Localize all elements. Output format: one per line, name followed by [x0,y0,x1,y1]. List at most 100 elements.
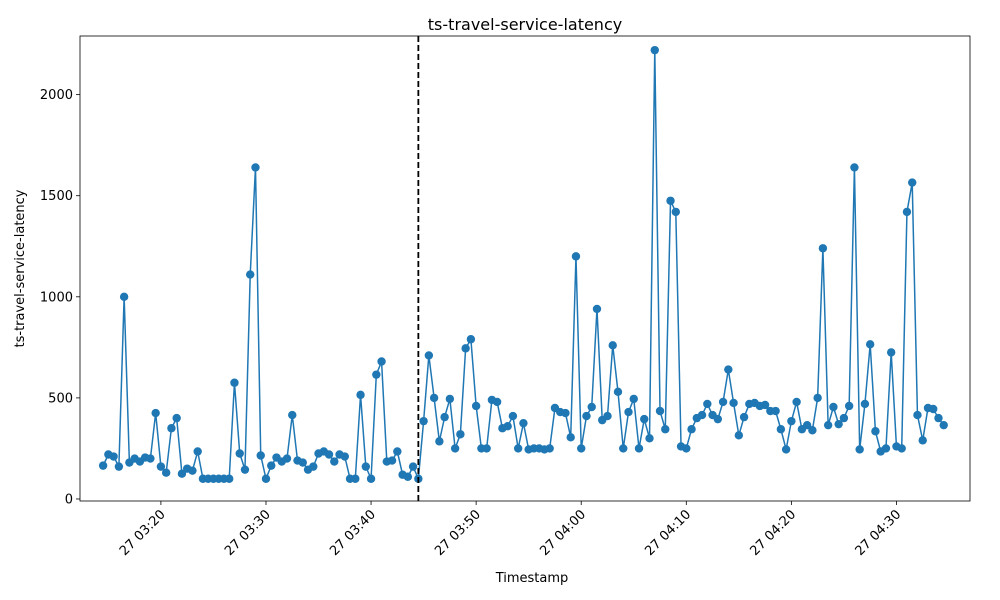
data-point [146,454,155,463]
data-point [571,252,581,261]
data-point [435,437,444,446]
data-point [387,456,397,465]
data-point [844,401,854,411]
data-point [724,365,733,374]
data-point [419,416,428,426]
data-point [918,436,927,445]
data-point [577,444,586,453]
data-point [645,434,654,443]
data-point [729,398,738,408]
data-point [629,394,638,404]
data-point [881,444,891,453]
data-point [886,348,896,357]
data-point [697,410,707,420]
data-point [461,344,470,353]
data-point [760,400,770,410]
data-point [261,474,271,483]
data-point [330,457,339,466]
data-point [566,433,575,442]
data-point [771,406,780,416]
data-point [513,444,523,453]
data-point [309,462,318,471]
data-point [177,469,187,478]
data-point [492,397,502,407]
series-layer [98,45,948,483]
data-point [351,474,360,483]
y-tick-label: 1000 [40,290,73,305]
x-axis-label: Timestamp [495,571,569,586]
data-point [687,425,696,434]
data-point [860,399,870,409]
y-axis-label: ts-travel-service-latency [13,189,28,347]
y-tick-label: 500 [48,391,73,406]
data-point [424,351,434,360]
data-point [482,444,491,453]
data-point [356,390,365,400]
data-point [445,394,455,404]
data-point [619,444,628,453]
data-point [324,450,334,459]
data-point [739,412,749,422]
data-point [613,387,623,397]
data-point [240,465,250,474]
data-point [429,393,439,403]
data-point [340,452,349,461]
data-point [393,447,402,456]
data-point [829,402,838,412]
data-point [929,404,938,414]
data-point [808,426,817,435]
data-point [161,468,171,477]
data-point [167,424,176,433]
data-point [787,416,796,426]
data-point [151,408,160,418]
data-point [908,178,917,187]
data-point [592,304,602,314]
data-point [850,163,859,172]
data-point [408,462,418,471]
data-point [298,458,307,467]
data-point [372,370,381,379]
y-tick-label: 0 [65,492,73,507]
y-tick-label: 1500 [40,189,73,204]
data-point [640,414,649,424]
data-point [119,292,129,301]
data-point [839,413,849,423]
data-point [703,399,712,409]
data-point [545,444,554,453]
data-point [466,335,476,344]
data-point [650,45,659,55]
data-point [671,207,680,217]
data-point [282,454,292,463]
data-point [225,474,234,483]
data-point [855,445,864,454]
data-point [246,270,255,279]
data-point [251,163,260,172]
data-point [934,413,943,423]
data-point [361,462,371,471]
data-point [471,401,481,411]
data-point [666,196,675,205]
data-point [235,449,244,458]
data-point [98,461,108,470]
data-point [256,451,265,460]
data-point [582,411,591,421]
data-point [813,393,822,403]
data-point [519,418,528,428]
data-point [913,410,922,420]
data-point [792,397,801,407]
data-point [230,378,239,387]
y-tick-label: 2000 [40,88,73,103]
data-point [109,452,118,461]
data-point [713,414,723,424]
data-point [587,402,596,412]
data-point [188,466,197,475]
data-point [634,444,644,453]
data-point [682,444,691,453]
data-point [603,411,612,421]
data-point [503,422,512,431]
data-point [193,447,202,456]
data-point [818,244,828,253]
data-point [267,461,276,470]
data-point [450,444,460,453]
